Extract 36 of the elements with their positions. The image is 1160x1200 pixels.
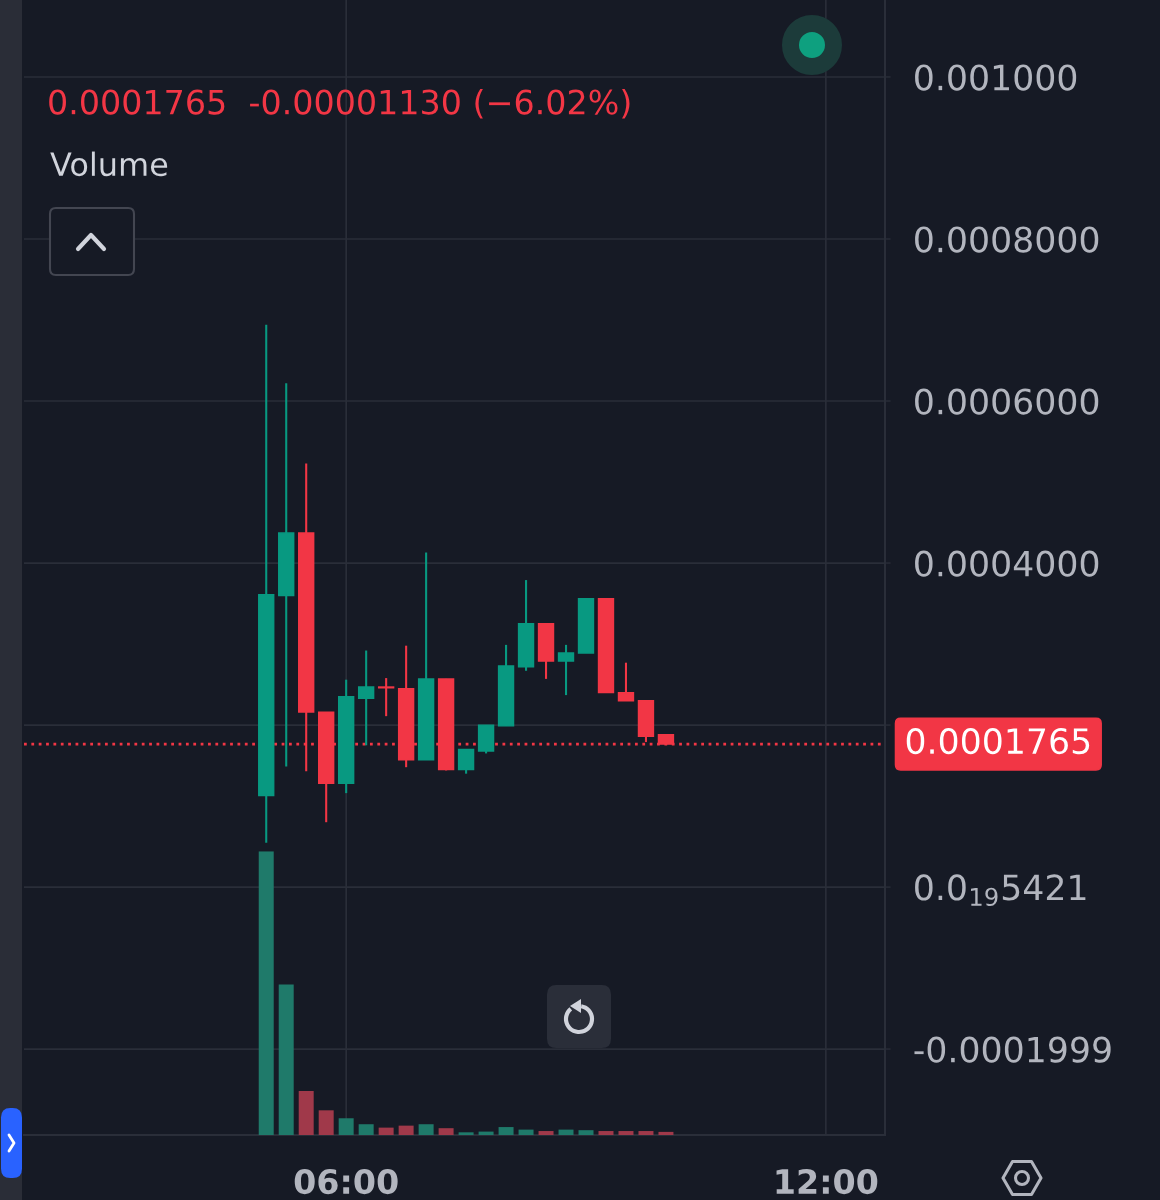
y-tick-label: -0.0001999 [914, 1036, 1111, 1063]
bar [598, 1131, 614, 1135]
bar [638, 1131, 654, 1135]
chart-title: Volume [50, 151, 168, 177]
bar [358, 1124, 374, 1135]
y-tick-label: 0.0$_{19}$5421 [915, 874, 1086, 907]
candlestick [617, 661, 635, 702]
bar [418, 1124, 434, 1135]
bar [378, 1127, 394, 1135]
bar [338, 1118, 354, 1135]
y-tick-label: 0.0004000 [915, 550, 1099, 577]
y-tick-label: 0.0006000 [915, 388, 1099, 415]
y-tick-label: 0.001000 [915, 64, 1077, 91]
bar [658, 1131, 674, 1135]
bar [278, 984, 294, 1135]
bar [398, 1125, 414, 1135]
bar [538, 1131, 554, 1135]
candlestick [357, 649, 375, 747]
bar [318, 1110, 334, 1135]
x-tick-label: 06:00 [294, 1168, 398, 1195]
bar [618, 1131, 634, 1135]
candlestick [557, 643, 575, 697]
x-tick-label: 12:00 [776, 1168, 878, 1195]
text: 0.0001765 -0.00001130 (−6.02%) [49, 88, 630, 119]
candlestick [457, 748, 475, 775]
bar [458, 1132, 474, 1135]
bar [558, 1129, 574, 1135]
bar [518, 1129, 534, 1135]
bar [498, 1127, 514, 1135]
bar [298, 1091, 314, 1135]
ref-line-label: 0.0001765 [906, 727, 1090, 755]
candlestick [377, 677, 395, 718]
y-tick-label: 0.0008000 [915, 226, 1099, 253]
bar [258, 851, 274, 1135]
bar [578, 1130, 594, 1135]
bar [438, 1128, 454, 1135]
